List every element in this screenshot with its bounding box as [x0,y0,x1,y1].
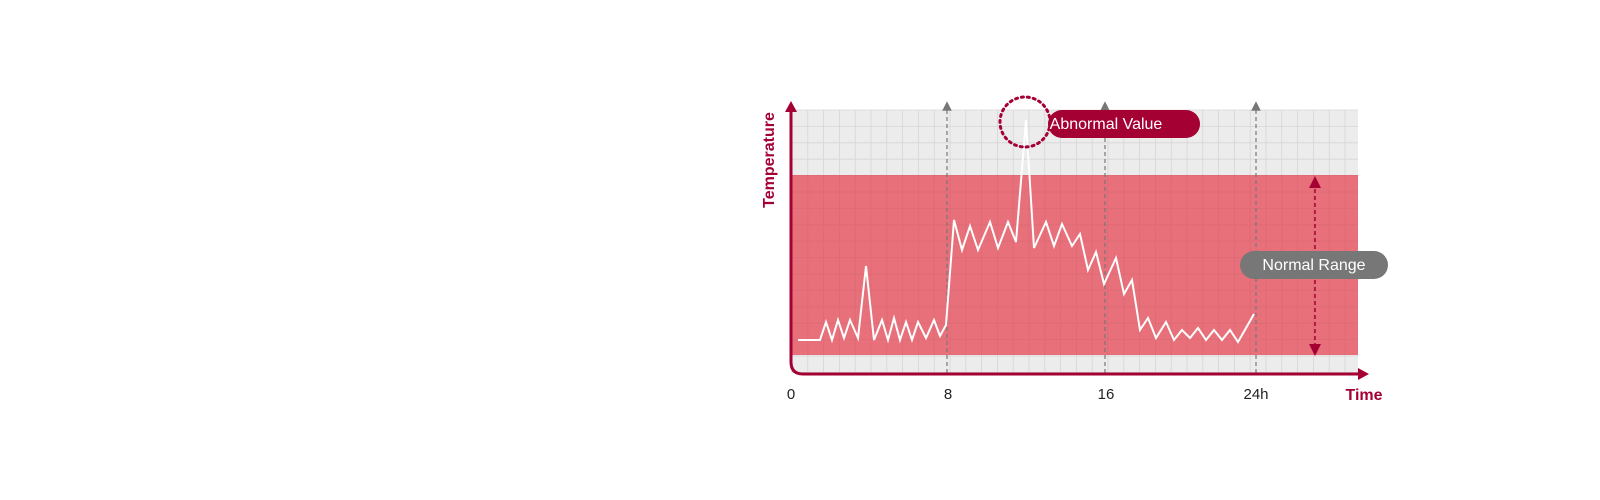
normal-label: Normal Range [1262,257,1365,274]
x-tick-label: 8 [944,386,952,403]
grid [791,109,1358,373]
x-axis-label: Time [1345,387,1382,404]
normal-pill [1240,251,1388,279]
x-tick-label: 24h [1243,386,1268,403]
abnormal-label: Abnormal Value [1050,116,1163,133]
y-axis-label: Temperature [761,112,778,208]
x-arrow [1358,368,1369,380]
x-tick-label: 16 [1098,386,1115,403]
time-markers [942,101,1261,373]
y-arrow [785,101,797,112]
x-tick-label: 0 [787,386,795,403]
axes [789,108,1362,376]
abnormal-pill [1048,110,1200,138]
temperature-line [798,119,1255,344]
